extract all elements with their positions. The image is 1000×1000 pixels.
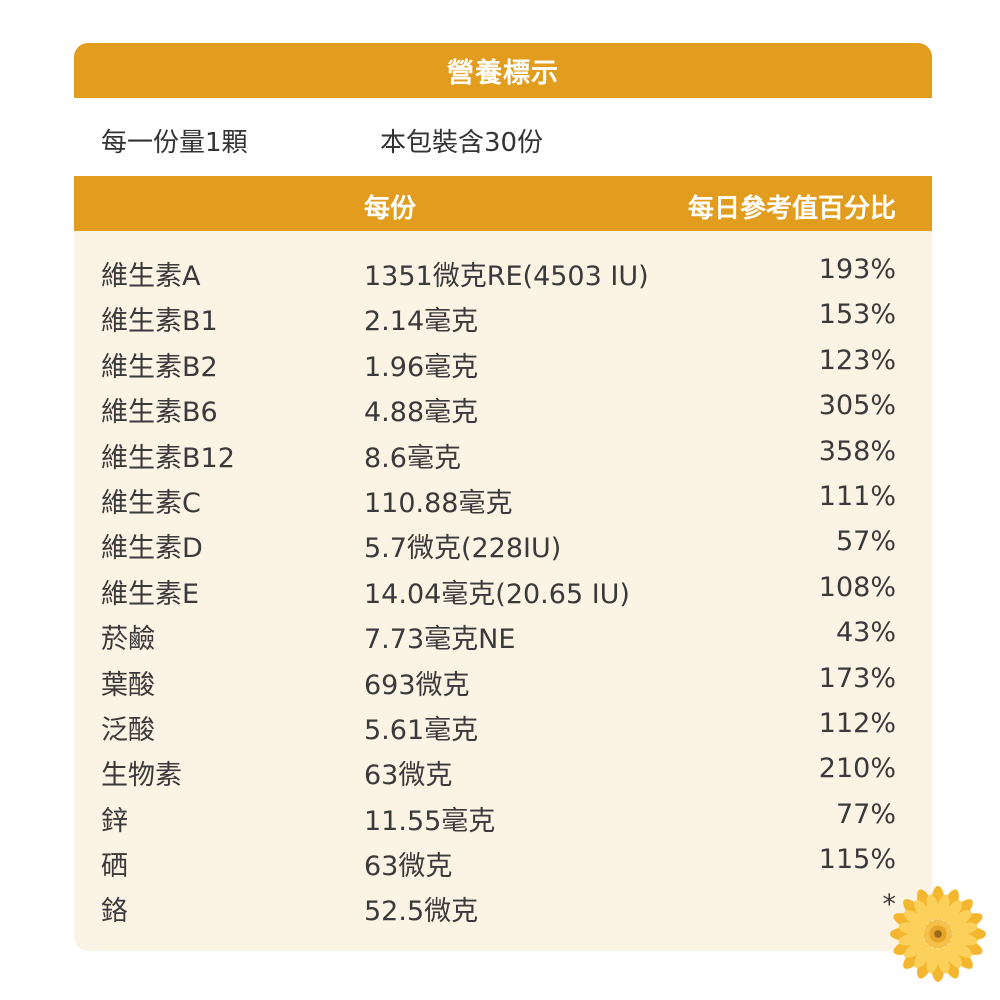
nutrient-amount: 52.5微克 xyxy=(364,896,479,928)
sunflower-petal xyxy=(904,940,928,958)
serving-size: 每一份量1顆 xyxy=(101,128,248,158)
sunflower-center xyxy=(934,930,942,938)
nutrient-amount: 14.04毫克(20.65 IU) xyxy=(364,578,630,610)
nutrient-amount: 7.73毫克NE xyxy=(364,624,516,656)
nutrient-daily-value: 43% xyxy=(835,617,896,649)
table-row: 維生素B12 8.6毫克 358% xyxy=(74,430,932,475)
header-daily-value: 每日參考值百分比 xyxy=(687,194,896,224)
table-row: 維生素E 14.04毫克(20.65 IU) 108% xyxy=(74,566,932,611)
nutrient-daily-value: 153% xyxy=(818,299,896,331)
nutrient-name: 維生素B6 xyxy=(101,397,218,429)
sunflower-petal xyxy=(944,900,962,924)
table-row: 維生素C 110.88毫克 111% xyxy=(74,475,932,520)
nutrient-daily-value: 305% xyxy=(818,390,896,422)
sunflower-petal xyxy=(944,944,962,968)
sunflower-petal xyxy=(904,910,928,928)
nutrient-amount: 693微克 xyxy=(364,669,470,701)
nutrient-amount: 8.6毫克 xyxy=(364,442,461,474)
nutrient-daily-value: 108% xyxy=(818,571,896,603)
nutrient-table: 維生素A 1351微克RE(4503 IU) 193% 維生素B1 2.14毫克… xyxy=(74,248,932,929)
nutrient-amount: 63微克 xyxy=(364,851,453,883)
nutrient-daily-value: 115% xyxy=(818,844,896,876)
sunflower-petal xyxy=(914,944,932,968)
nutrient-daily-value: 358% xyxy=(818,435,896,467)
label-title: 營養標示 xyxy=(74,43,932,98)
sunflower-petal xyxy=(948,940,972,958)
sunflower-petal xyxy=(948,910,972,928)
nutrient-daily-value: 123% xyxy=(818,344,896,376)
table-row: 硒 63微克 115% xyxy=(74,838,932,883)
table-row: 鋅 11.55毫克 77% xyxy=(74,793,932,838)
nutrient-name: 維生素B12 xyxy=(101,442,235,474)
nutrition-label-panel: 營養標示 每一份量1顆 本包裝含30份 每份 每日參考值百分比 維生素A 135… xyxy=(74,43,932,951)
nutrient-name: 維生素B2 xyxy=(101,351,218,383)
table-row: 維生素D 5.7微克(228IU) 57% xyxy=(74,520,932,565)
nutrient-amount: 63微克 xyxy=(364,760,453,792)
serving-info: 每一份量1顆 本包裝含30份 xyxy=(74,98,932,176)
nutrient-amount: 2.14毫克 xyxy=(364,306,479,338)
sunflower-petals xyxy=(890,886,986,982)
sunflower-petal xyxy=(926,894,939,921)
nutrient-name: 鉻 xyxy=(101,896,128,928)
nutrient-name: 鋅 xyxy=(101,805,128,837)
sunflower-petal xyxy=(914,900,932,924)
sunflower-icon xyxy=(890,886,986,982)
table-row: 葉酸 693微克 173% xyxy=(74,657,932,702)
nutrient-amount: 5.7微克(228IU) xyxy=(364,533,562,565)
sunflower-petal xyxy=(898,933,925,946)
nutrient-amount: 110.88毫克 xyxy=(364,487,513,519)
table-row: 維生素B6 4.88毫克 305% xyxy=(74,384,932,429)
nutrient-daily-value: 112% xyxy=(818,707,896,739)
nutrient-amount: 1351微克RE(4503 IU) xyxy=(364,261,649,292)
table-row: 鉻 52.5微克 * xyxy=(74,883,932,928)
nutrient-daily-value: 210% xyxy=(818,753,896,785)
nutrient-name: 維生素E xyxy=(101,578,200,610)
nutrient-name: 維生素B1 xyxy=(101,306,218,338)
nutrient-name: 維生素C xyxy=(101,487,201,519)
sunflower-petal xyxy=(937,947,950,974)
nutrient-daily-value: 57% xyxy=(835,526,896,558)
nutrient-daily-value: 111% xyxy=(818,480,896,512)
nutrient-daily-value: 193% xyxy=(818,254,896,285)
nutrient-daily-value: * xyxy=(882,889,897,921)
nutrient-amount: 11.55毫克 xyxy=(364,805,496,837)
nutrient-name: 維生素D xyxy=(101,533,203,565)
column-header: 每份 每日參考值百分比 xyxy=(74,176,932,231)
nutrient-name: 生物素 xyxy=(101,760,182,792)
nutrient-daily-value: 77% xyxy=(835,798,896,830)
nutrient-name: 硒 xyxy=(101,851,128,883)
sunflower-petal xyxy=(951,922,978,935)
table-row: 生物素 63微克 210% xyxy=(74,747,932,792)
nutrient-daily-value: 173% xyxy=(818,662,896,694)
nutrient-amount: 4.88毫克 xyxy=(364,397,479,429)
nutrient-name: 菸鹼 xyxy=(101,624,155,656)
servings-per-pack: 本包裝含30份 xyxy=(380,128,544,158)
table-row: 維生素B2 1.96毫克 123% xyxy=(74,339,932,384)
nutrient-amount: 1.96毫克 xyxy=(364,351,479,383)
nutrient-name: 泛酸 xyxy=(101,714,155,746)
nutrient-amount: 5.61毫克 xyxy=(364,714,479,746)
table-row: 維生素A 1351微克RE(4503 IU) 193% xyxy=(74,248,932,293)
nutrient-name: 葉酸 xyxy=(101,669,155,701)
table-row: 泛酸 5.61毫克 112% xyxy=(74,702,932,747)
table-row: 維生素B1 2.14毫克 153% xyxy=(74,293,932,338)
table-row: 菸鹼 7.73毫克NE 43% xyxy=(74,611,932,656)
nutrient-name: 維生素A xyxy=(101,261,201,292)
header-amount: 每份 xyxy=(364,194,417,224)
